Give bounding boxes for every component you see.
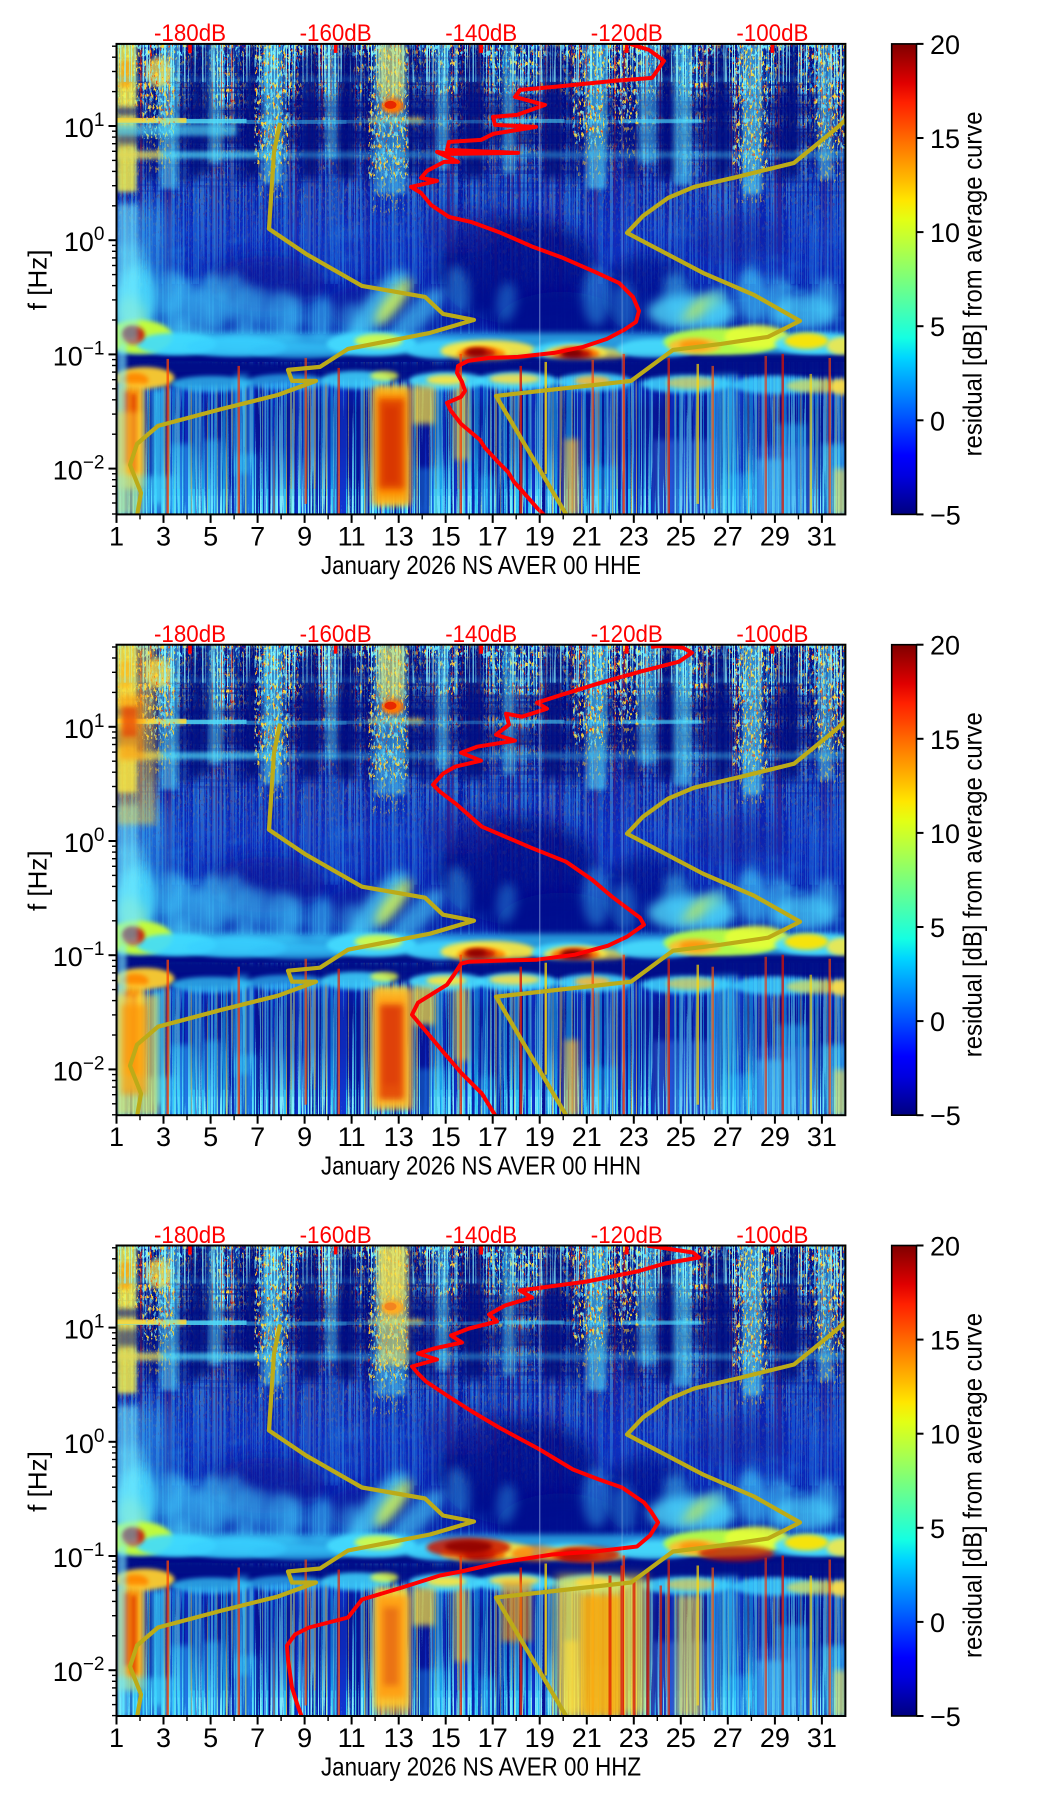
svg-text:January 2026 NS AVER 00 HHN: January 2026 NS AVER 00 HHN <box>321 1151 641 1181</box>
svg-text:January 2026 NS AVER 00 HHE: January 2026 NS AVER 00 HHE <box>321 550 641 580</box>
svg-text:January 2026 NS AVER 00 HHZ: January 2026 NS AVER 00 HHZ <box>321 1752 641 1782</box>
